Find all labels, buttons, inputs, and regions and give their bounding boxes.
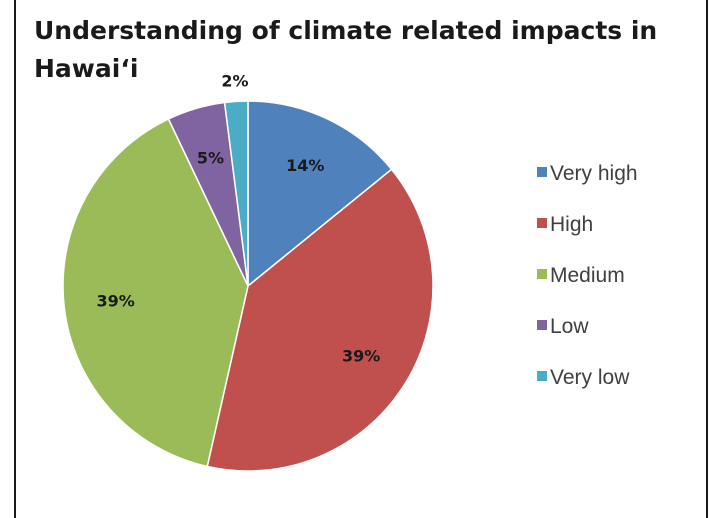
legend-label-high: High xyxy=(550,213,593,236)
slice-label-low: 5% xyxy=(197,149,224,168)
legend: Very high High Medium Low Very low xyxy=(537,162,638,389)
legend-label-very-low: Very low xyxy=(550,366,630,389)
pie-slice-very-low xyxy=(223,100,249,287)
legend-label-very-high: Very high xyxy=(550,162,638,185)
slice-label-very-low: 2% xyxy=(221,72,248,91)
legend-label-medium: Medium xyxy=(550,264,625,287)
pie-slice-medium xyxy=(62,117,249,468)
slice-label-medium: 39% xyxy=(96,291,134,310)
pie-slices xyxy=(62,100,434,472)
slice-label-high: 39% xyxy=(342,347,380,366)
slice-label-very-high: 14% xyxy=(286,156,324,175)
legend-swatch-low xyxy=(537,320,547,330)
legend-label-low: Low xyxy=(550,315,589,338)
slice-labels: 14% 39% 39% 5% 2% xyxy=(96,72,380,366)
legend-swatch-high xyxy=(537,218,547,228)
legend-swatch-very-high xyxy=(537,167,547,177)
chart-title: Understanding of climate related impacts… xyxy=(34,16,658,83)
legend-swatch-medium xyxy=(537,269,547,279)
legend-swatch-very-low xyxy=(537,371,547,381)
pie-slice-very-high xyxy=(247,100,393,288)
pie-slice-high xyxy=(206,168,434,472)
